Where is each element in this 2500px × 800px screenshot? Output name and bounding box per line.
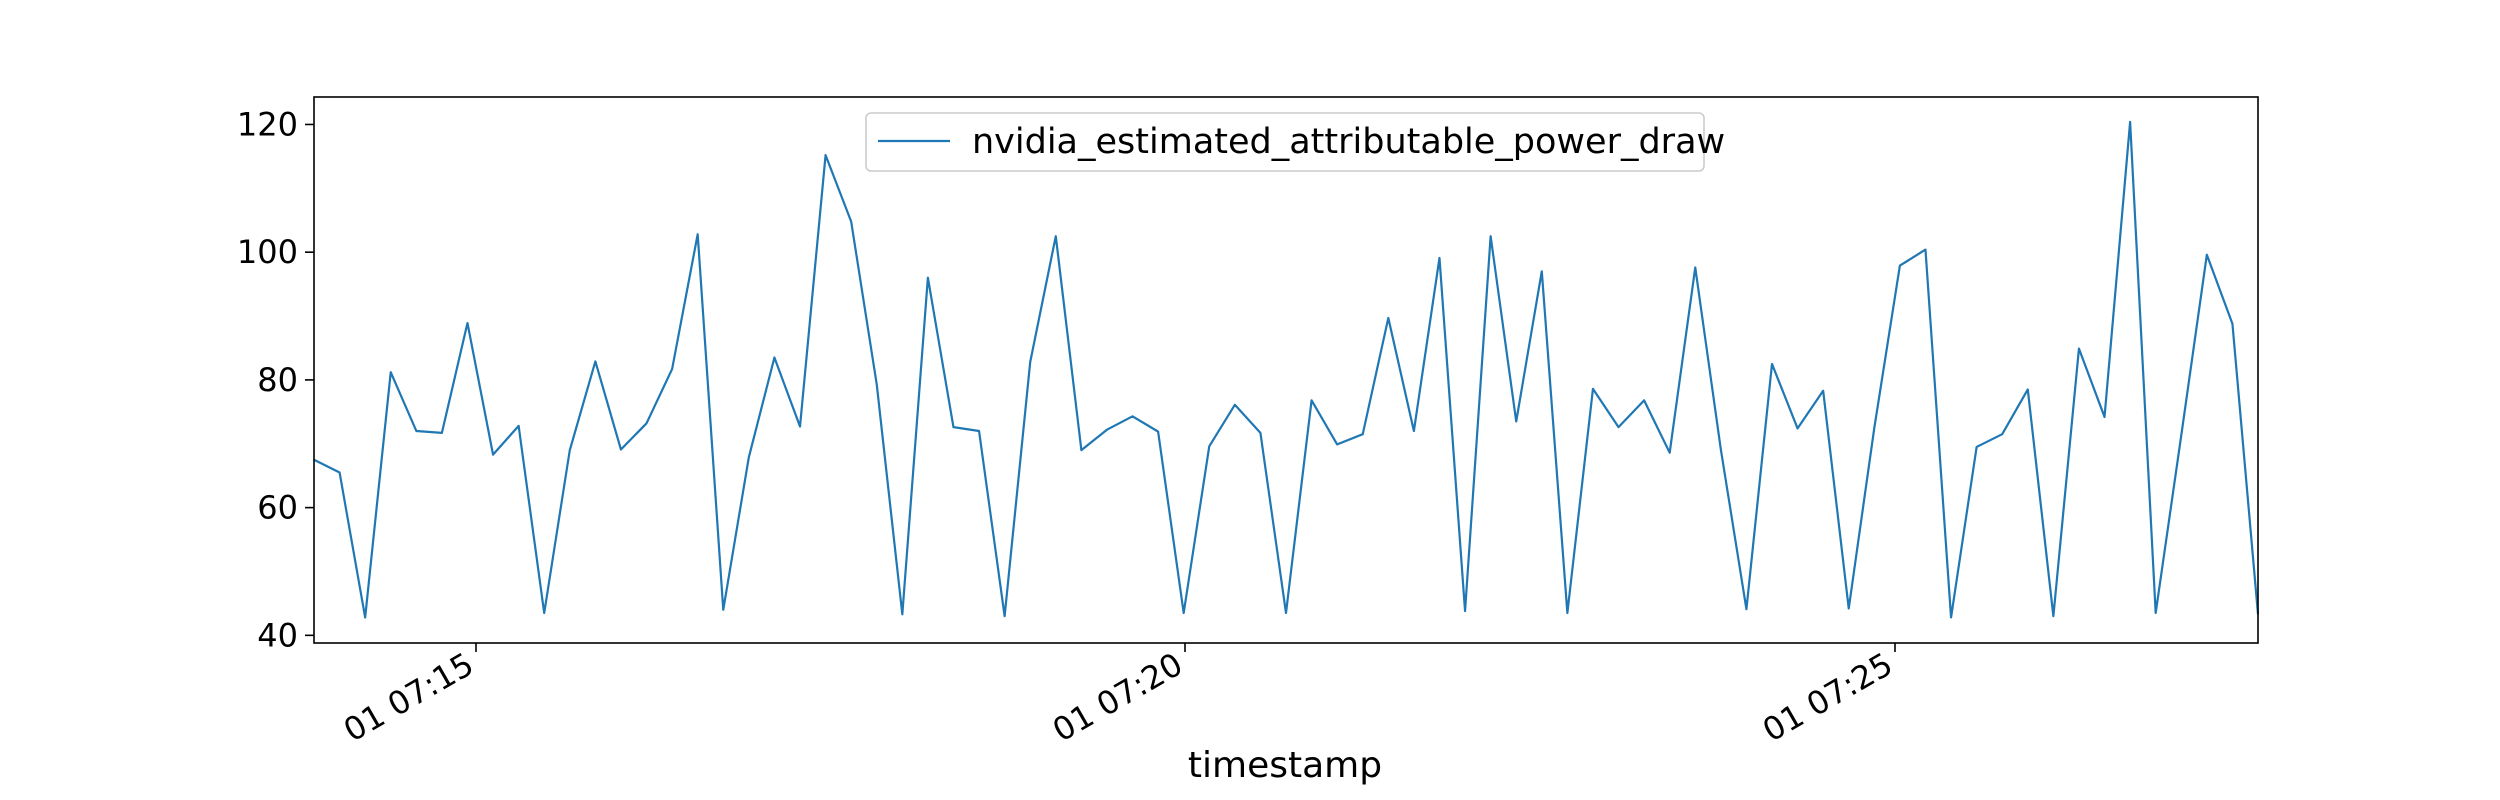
legend: nvidia_estimated_attributable_power_draw	[865, 112, 1725, 172]
axes-layer	[313, 96, 2259, 644]
x-tick-label: 01 07:25	[1756, 645, 1899, 749]
ticks-layer: 40 60 80 100 120 01 07:15 01 07:20 01 07:25	[237, 105, 1899, 749]
x-axis-label: timestamp	[1188, 745, 1382, 786]
series-layer	[313, 120, 2260, 619]
y-tick-label: 80	[257, 361, 298, 399]
plot-frame	[313, 96, 2259, 644]
x-tick-label: 01 07:20	[1046, 645, 1189, 749]
y-tick-label: 60	[257, 489, 298, 527]
y-tick-label: 120	[237, 105, 298, 143]
x-tick-label: 01 07:15	[337, 645, 480, 749]
legend-box	[865, 112, 1705, 172]
series-line	[313, 120, 2260, 619]
y-tick-label: 40	[257, 616, 298, 654]
y-tick-label: 100	[237, 233, 298, 271]
legend-entry-label: nvidia_estimated_attributable_power_draw	[972, 122, 1725, 162]
